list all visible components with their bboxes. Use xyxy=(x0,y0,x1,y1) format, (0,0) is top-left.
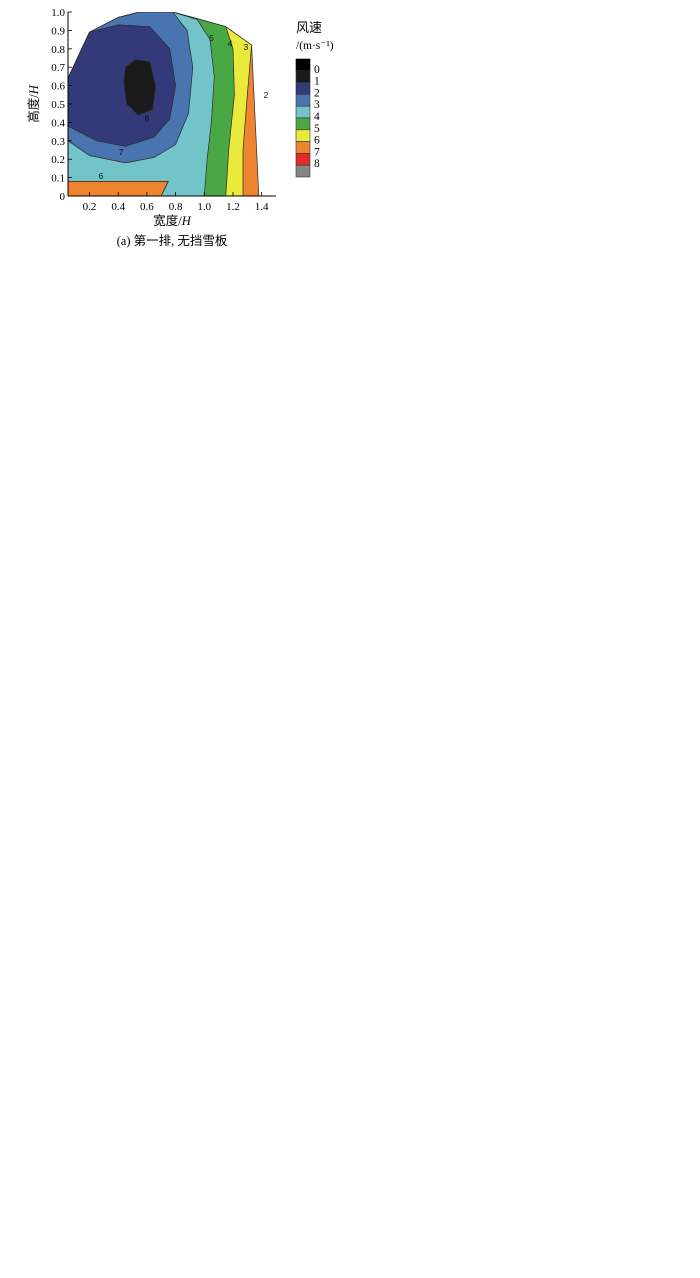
x-tick-label: 0.2 xyxy=(83,201,97,213)
legend-level-label: 7 xyxy=(314,146,320,158)
contour-label: 4 xyxy=(228,38,233,48)
panel-caption: (a) 第一排, 无挡雪板 xyxy=(117,234,228,248)
legend-title: 风速 xyxy=(296,20,322,35)
legend-level-label: 0 xyxy=(314,64,320,76)
contour-label: 8 xyxy=(145,114,150,124)
contour-area: 5 4 3 2 8 7 6 xyxy=(68,12,269,196)
legend-swatch-0 xyxy=(295,70,311,83)
x-tick-label: 0.4 xyxy=(111,201,125,213)
contour-label: 2 xyxy=(264,90,269,100)
contour-label: 5 xyxy=(209,33,214,43)
y-tick-label: 0.8 xyxy=(51,44,65,56)
legend-swatch-1 xyxy=(295,82,311,95)
panel-1: 54 3287600.10.20.30.40.50.60.70.80.91.00.… xyxy=(26,7,334,248)
y-axis-label: 高度/H xyxy=(26,84,41,122)
legend-unit: /(m·s⁻¹) xyxy=(296,40,334,52)
legend-level-label: 8 xyxy=(314,158,320,170)
x-tick-label: 0.8 xyxy=(169,201,183,213)
contour-label: 3 xyxy=(244,42,249,52)
y-tick-label: 0.3 xyxy=(51,136,65,148)
y-tick-label: 1.0 xyxy=(51,7,65,19)
legend-swatch-3 xyxy=(295,105,311,119)
legend-level-label: 5 xyxy=(314,123,320,135)
legend-swatch-6 xyxy=(295,141,311,154)
x-tick-label: 0.6 xyxy=(140,201,154,213)
y-tick-label: 0.1 xyxy=(51,173,65,185)
x-tick-label: 1.4 xyxy=(255,201,269,213)
legend-cap xyxy=(295,58,311,72)
x-tick-label: 1.2 xyxy=(226,201,240,213)
legend-swatch-2 xyxy=(295,94,311,107)
legend-level-label: 2 xyxy=(314,87,320,99)
y-tick-label: 0.6 xyxy=(51,81,65,93)
legend-swatch-4 xyxy=(295,117,311,131)
y-tick-label: 0.4 xyxy=(51,117,65,129)
contour-region-0 xyxy=(123,59,156,116)
contour-label: 7 xyxy=(119,147,124,157)
legend-level-label: 4 xyxy=(314,111,320,123)
y-tick-label: 0.5 xyxy=(51,99,65,111)
legend-swatch-8 xyxy=(295,164,311,178)
contour-region-1 xyxy=(68,24,176,147)
x-axis-label: 宽度/H xyxy=(153,213,191,228)
legend-level-label: 6 xyxy=(314,135,320,147)
contour-label: 6 xyxy=(99,171,104,181)
legend-level-label: 1 xyxy=(314,76,320,88)
legend-swatch-7 xyxy=(295,153,311,166)
y-tick-label: 0 xyxy=(60,191,66,203)
x-tick-label: 1.0 xyxy=(197,201,211,213)
y-tick-label: 0.2 xyxy=(51,154,65,166)
y-tick-label: 0.7 xyxy=(51,62,65,74)
y-tick-label: 0.9 xyxy=(51,25,65,37)
legend-swatch-5 xyxy=(295,129,311,142)
legend-level-label: 3 xyxy=(314,99,320,111)
